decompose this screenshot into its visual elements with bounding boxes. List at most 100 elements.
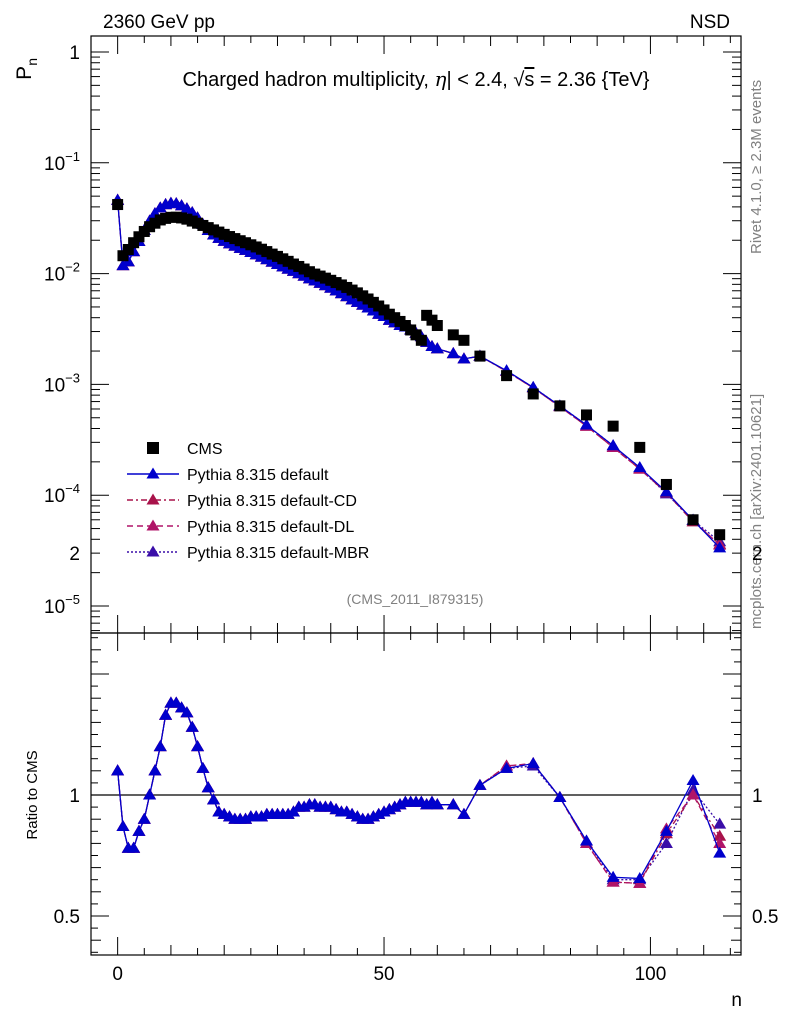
series-marker (430, 342, 444, 354)
series-marker (153, 201, 167, 213)
ratio-series-default (111, 696, 727, 884)
chart-title: Charged hadron multiplicity, η| < 2.4, √… (183, 67, 650, 91)
series-marker (713, 541, 727, 553)
main-y-tick-label: 1 (69, 43, 80, 64)
ratio-marker (175, 701, 189, 713)
legend-marker-triangle (146, 519, 160, 531)
ratio-marker (500, 761, 514, 773)
event-type-label: NSD (690, 12, 730, 33)
legend-entry-cd: Pythia 8.315 default-CD (127, 493, 357, 510)
ratio-marker (111, 764, 125, 776)
series-marker (446, 347, 460, 359)
ratio-marker (553, 790, 567, 802)
series-marker (659, 485, 673, 497)
legend-label: Pythia 8.315 default-DL (187, 519, 354, 536)
ratio-y-tick-label-right: 0.5 (752, 907, 778, 928)
tick-exponent: −1 (65, 149, 80, 164)
ratio-marker (132, 824, 146, 836)
ratio-marker (633, 871, 647, 884)
ratio-marker (713, 817, 727, 829)
tick-exponent: −3 (65, 370, 80, 385)
tick-base: 10 (44, 265, 65, 286)
ratio-marker (185, 720, 199, 732)
ratio-y-tick-label-right: 2 (752, 544, 763, 565)
data-point (112, 199, 124, 211)
ratio-plot-frame (90, 632, 742, 956)
data-point (607, 420, 619, 432)
ratio-marker (180, 706, 194, 718)
ratio-marker (579, 834, 593, 846)
rivet-version-label: Rivet 4.1.0, ≥ 2.3M events (748, 80, 765, 254)
legend-entry-data: CMS (147, 441, 223, 458)
main-y-tick-label: 10−4 (44, 481, 80, 507)
ratio-marker (446, 798, 460, 810)
title-sqrt-symbol: √ (513, 69, 524, 91)
x-tick-label: 50 (373, 964, 394, 985)
ratio-marker (457, 807, 471, 819)
legend-marker-triangle (146, 493, 160, 505)
main-y-axis-label-sub: n (24, 58, 40, 66)
ratio-marker (659, 836, 673, 848)
main-y-tick-label: 10−3 (44, 370, 80, 396)
series-marker (633, 460, 647, 473)
ratio-marker (148, 764, 162, 776)
ratio-marker (686, 773, 700, 786)
main-y-axis-label: Pn (13, 58, 40, 80)
data-point (117, 250, 129, 262)
ratio-line (116, 702, 721, 884)
legend-marker-triangle (146, 545, 160, 557)
data-point (554, 400, 566, 412)
ratio-marker (201, 781, 215, 793)
x-tick-label: 100 (635, 964, 667, 985)
energy-label: 2360 GeV pp (103, 12, 215, 33)
data-point (634, 441, 646, 453)
x-tick-label: 0 (112, 964, 123, 985)
data-point (714, 529, 726, 541)
ratio-marker (606, 870, 620, 882)
legend-label: Pythia 8.315 default (187, 467, 329, 484)
series-marker (606, 439, 620, 451)
main-y-tick-label: 10−2 (44, 260, 80, 286)
ratio-marker (430, 798, 444, 810)
ratio-marker (191, 740, 205, 752)
data-point (501, 370, 513, 382)
legend-marker-triangle (146, 467, 160, 479)
series-layer (111, 193, 727, 888)
ratio-y-tick-label: 1 (69, 786, 80, 807)
ratio-line (116, 702, 721, 884)
ratio-marker (207, 793, 221, 805)
tick-exponent: −5 (65, 592, 80, 607)
ratio-marker (713, 846, 727, 858)
data-point (431, 320, 443, 332)
ratio-marker (137, 812, 151, 824)
ratio-marker (116, 819, 130, 832)
title-part-1: Charged hadron multiplicity, (183, 69, 435, 91)
legend-entry-dl: Pythia 8.315 default-DL (127, 519, 354, 536)
main-y-tick-label: 10−5 (44, 592, 80, 618)
tick-base: 10 (44, 375, 65, 396)
legend: CMS Pythia 8.315 default Pythia 8.315 defa… (127, 441, 369, 562)
tick-exponent: −2 (65, 260, 80, 275)
series-marker (579, 418, 593, 430)
main-y-tick-label: 10−1 (44, 149, 80, 175)
legend-label: Pythia 8.315 default-CD (187, 493, 357, 510)
legend-label: Pythia 8.315 default-MBR (187, 545, 369, 562)
ratio-y-tick-label: 0.5 (54, 907, 80, 928)
ratio-marker (153, 740, 167, 752)
main-series-data (112, 199, 726, 541)
data-point (122, 244, 134, 256)
ratio-y-tick-label: 2 (69, 544, 80, 565)
ratio-marker (686, 788, 700, 800)
title-eta-symbol: η (435, 67, 447, 91)
main-y-axis-label-main: P (13, 66, 36, 80)
legend-entry-default: Pythia 8.315 default (127, 467, 329, 484)
ratio-marker (196, 761, 210, 773)
ratio-marker (713, 829, 727, 841)
data-point (687, 514, 699, 526)
ratio-y-tick-label-right: 1 (752, 786, 763, 807)
ratio-marker (143, 788, 157, 800)
data-point (660, 478, 672, 490)
tick-base: 10 (44, 597, 65, 618)
